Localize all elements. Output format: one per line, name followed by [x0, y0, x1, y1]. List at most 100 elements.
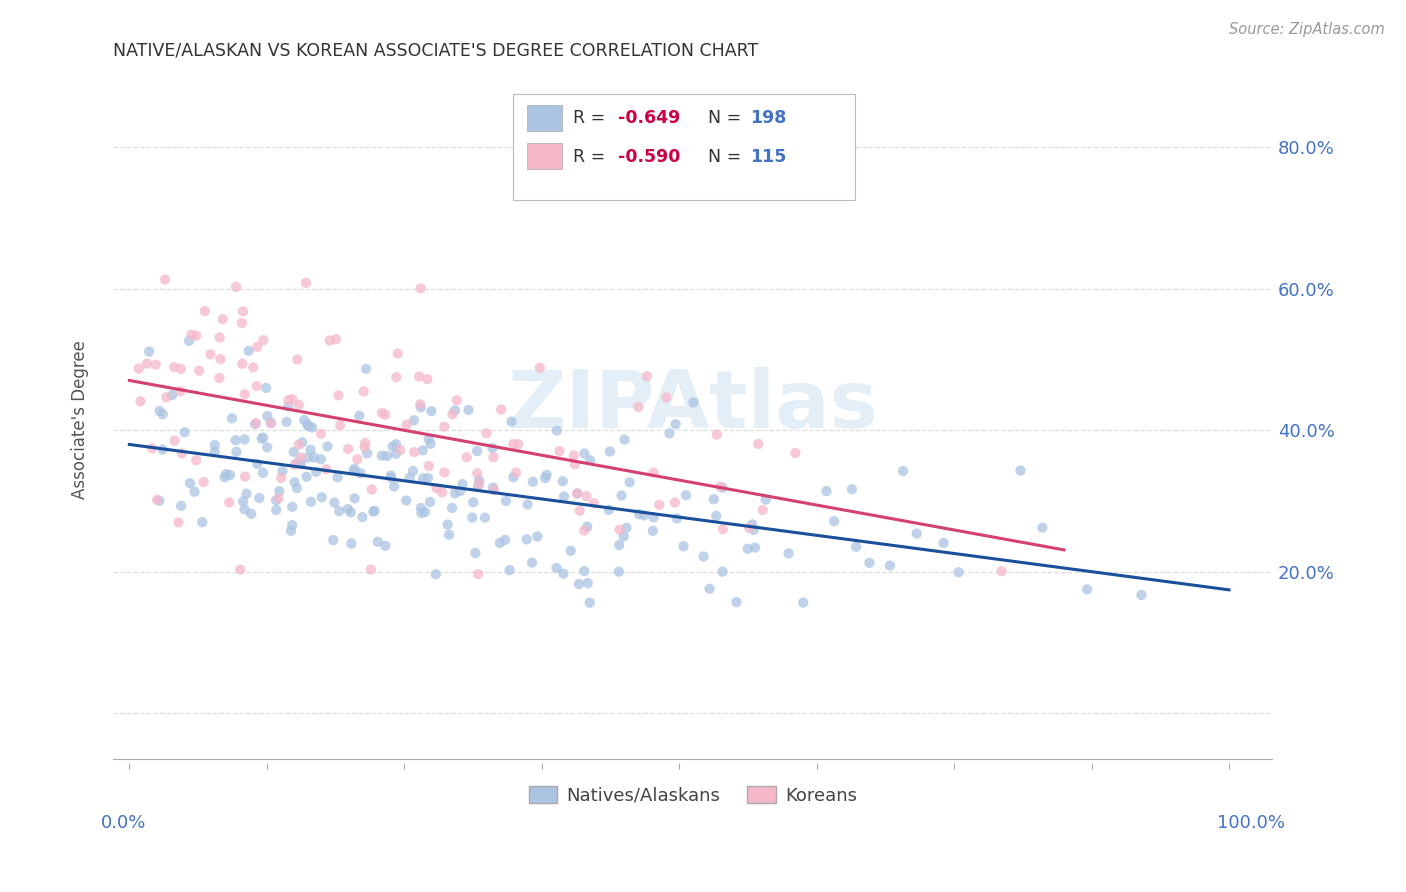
Point [858, 556, 880, 570]
Point [474, 510, 496, 524]
Point [475, 426, 498, 441]
Point [346, 452, 368, 467]
Point [522, 475, 544, 489]
Point [636, 369, 658, 384]
Point [281, 392, 304, 406]
Point [309, 452, 332, 467]
Text: R =: R = [574, 148, 612, 166]
Point [387, 346, 409, 360]
Point [215, 467, 238, 482]
Point [380, 468, 402, 483]
Point [529, 360, 551, 375]
Point [703, 492, 725, 507]
Point [446, 393, 468, 408]
Point [280, 524, 302, 538]
Point [467, 479, 489, 493]
Point [292, 413, 315, 427]
Point [778, 546, 800, 560]
Point [167, 516, 190, 530]
Text: -0.590: -0.590 [617, 148, 681, 166]
Point [610, 489, 633, 503]
Point [135, 357, 157, 371]
Point [607, 538, 630, 552]
Point [264, 493, 287, 508]
Point [879, 558, 901, 573]
Point [598, 503, 620, 517]
Point [163, 360, 186, 375]
Point [191, 515, 214, 529]
Point [214, 470, 236, 484]
Point [232, 494, 254, 508]
Point [465, 467, 488, 481]
Point [672, 539, 695, 553]
Point [437, 528, 460, 542]
Point [501, 415, 523, 429]
Point [141, 442, 163, 456]
Point [148, 404, 170, 418]
Point [579, 453, 602, 467]
Point [548, 444, 571, 458]
Point [204, 444, 226, 458]
Text: ZIPAtlas: ZIPAtlas [508, 367, 879, 445]
Point [648, 498, 671, 512]
Point [502, 437, 524, 451]
Point [412, 471, 434, 485]
Point [287, 352, 309, 367]
Point [567, 486, 589, 500]
Point [481, 441, 503, 455]
Point [281, 518, 304, 533]
Point [665, 511, 688, 525]
Point [302, 450, 325, 465]
Point [287, 438, 309, 452]
Point [534, 471, 557, 485]
Point [932, 536, 955, 550]
Point [823, 514, 845, 528]
Point [482, 450, 505, 465]
Point [269, 484, 291, 499]
Point [416, 471, 439, 485]
Point [343, 491, 366, 506]
Point [495, 494, 517, 508]
Point [578, 596, 600, 610]
Point [409, 401, 432, 415]
Point [326, 470, 349, 484]
Point [627, 400, 650, 414]
Point [482, 483, 505, 498]
Text: 115: 115 [749, 148, 786, 166]
Point [246, 379, 269, 393]
Point [402, 464, 425, 478]
Point [441, 407, 464, 421]
Point [284, 458, 307, 472]
Text: -0.649: -0.649 [617, 110, 679, 128]
Point [404, 445, 426, 459]
Point [845, 540, 868, 554]
Point [664, 495, 686, 509]
Point [416, 372, 439, 386]
Point [643, 466, 665, 480]
Point [290, 457, 312, 471]
Point [408, 369, 430, 384]
Point [219, 467, 242, 482]
Point [425, 567, 447, 582]
Point [374, 539, 396, 553]
Point [433, 466, 456, 480]
Point [815, 484, 838, 499]
Point [599, 444, 621, 458]
Point [242, 360, 264, 375]
Point [299, 495, 322, 509]
Point [173, 425, 195, 440]
Point [209, 352, 232, 367]
FancyBboxPatch shape [513, 94, 855, 200]
Point [643, 510, 665, 524]
Point [367, 534, 389, 549]
Text: R =: R = [574, 110, 612, 128]
Point [138, 344, 160, 359]
Point [546, 561, 568, 575]
Point [948, 566, 970, 580]
Point [628, 507, 651, 521]
Point [254, 381, 277, 395]
Point [489, 402, 512, 417]
Point [208, 371, 231, 385]
Point [616, 521, 638, 535]
Point [233, 502, 256, 516]
